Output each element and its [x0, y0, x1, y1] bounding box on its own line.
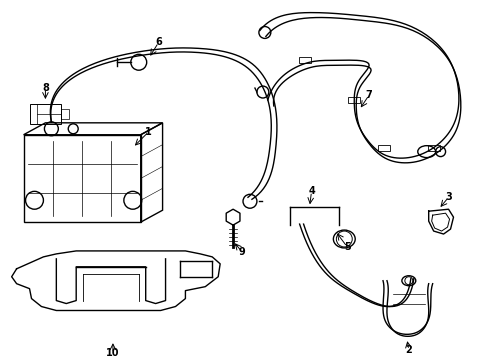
Text: 10: 10 — [106, 348, 120, 358]
Text: 2: 2 — [405, 345, 411, 355]
Text: 8: 8 — [42, 83, 49, 93]
Text: 7: 7 — [365, 90, 372, 100]
Text: 1: 1 — [145, 127, 152, 137]
Text: 5: 5 — [343, 242, 350, 252]
Text: 6: 6 — [155, 37, 162, 48]
Text: 3: 3 — [444, 192, 451, 202]
Text: 4: 4 — [307, 186, 314, 196]
Text: 9: 9 — [238, 247, 245, 257]
